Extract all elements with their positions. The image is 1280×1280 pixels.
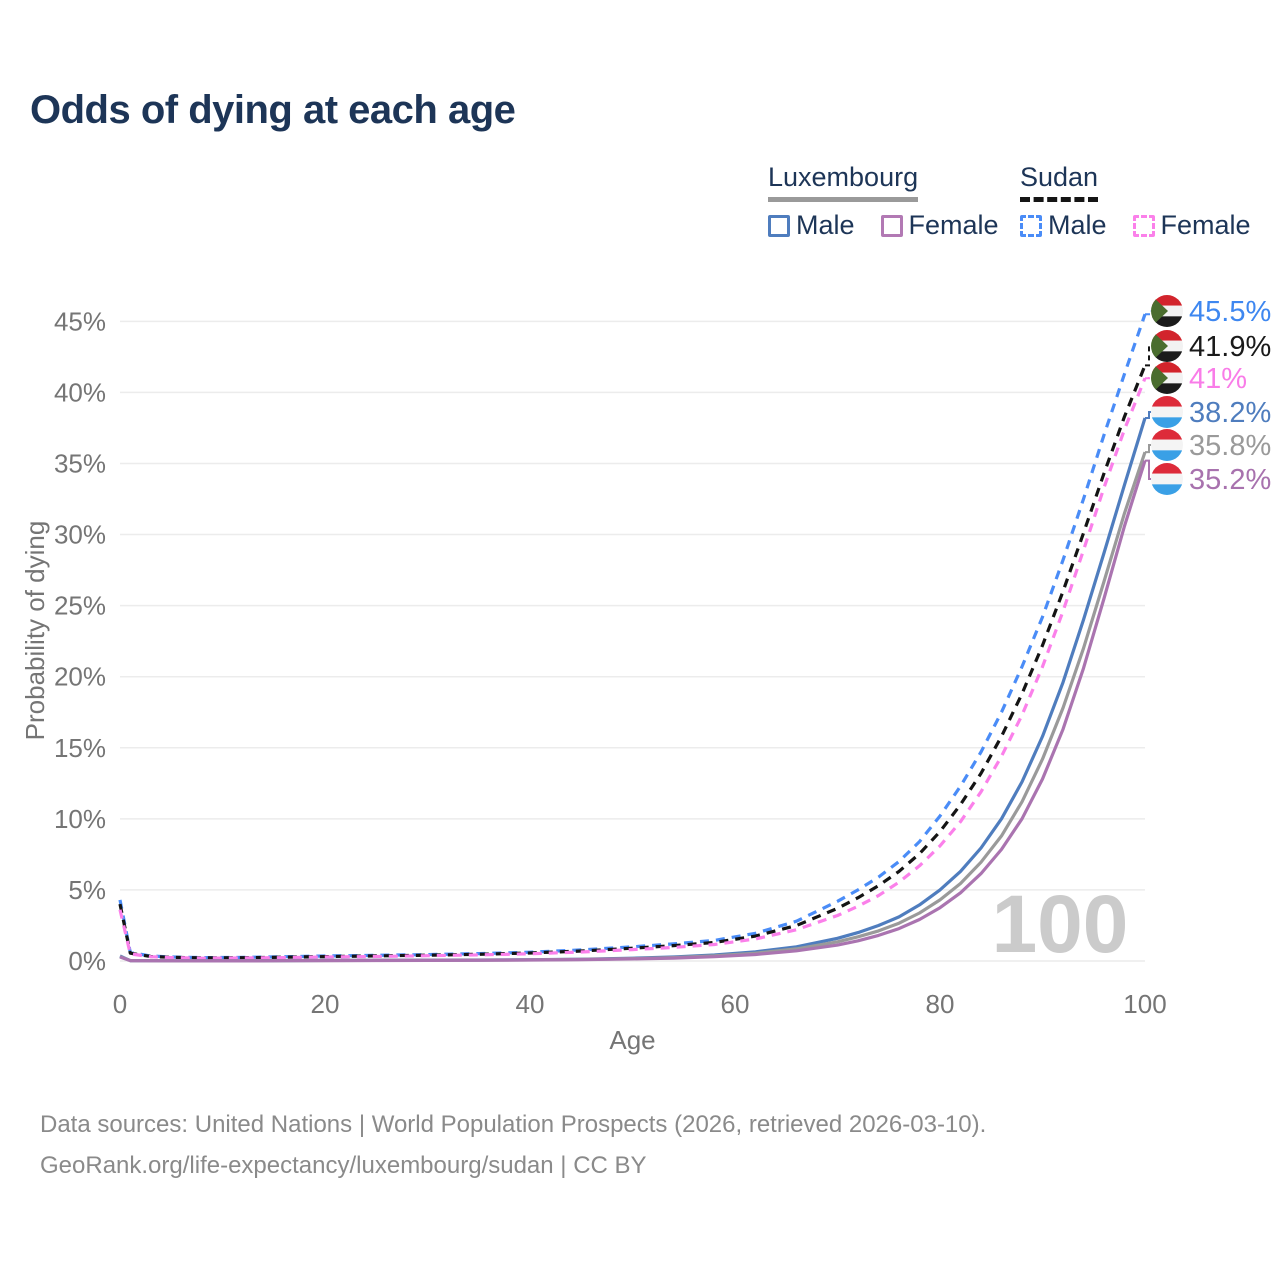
y-axis-title: Probability of dying — [20, 521, 50, 741]
legend-item-luxembourg-female[interactable]: Female — [880, 210, 999, 241]
footer-attribution: Data sources: United Nations | World Pop… — [40, 1104, 986, 1186]
luxembourg-flag-icon — [1151, 429, 1183, 461]
sudan-flag-icon — [1151, 295, 1183, 327]
y-tick-label: 25% — [54, 591, 106, 621]
end-value-label: 35.2% — [1189, 464, 1271, 496]
y-tick-label: 40% — [54, 377, 106, 407]
y-tick-label: 5% — [68, 875, 106, 905]
leader-line — [1145, 411, 1151, 419]
sudan-flag-icon — [1151, 362, 1183, 394]
end-value-label: 38.2% — [1189, 397, 1271, 429]
legend-group-sudan: Sudan Male Female — [1020, 162, 1251, 241]
sudan-female-swatch-icon — [1132, 214, 1155, 237]
y-tick-label: 35% — [54, 448, 106, 478]
leader-line — [1145, 459, 1151, 480]
luxembourg-flag-icon — [1151, 463, 1183, 495]
y-tick-label: 20% — [54, 662, 106, 692]
legend-item-luxembourg-male[interactable]: Male — [768, 210, 855, 241]
luxembourg-female-swatch-icon — [880, 214, 903, 237]
page-title: Odds of dying at each age — [30, 88, 516, 132]
legend-item-label: Male — [1048, 210, 1107, 240]
sudan-flag-icon — [1151, 330, 1183, 362]
sudan-male-swatch-icon — [1020, 214, 1042, 237]
x-tick-label: 100 — [1123, 989, 1166, 1019]
leader-line — [1145, 345, 1151, 367]
legend-item-sudan-female[interactable]: Female — [1132, 210, 1251, 241]
x-axis-title: Age — [609, 1025, 655, 1055]
legend-item-label: Female — [908, 210, 999, 240]
x-tick-label: 60 — [721, 989, 750, 1019]
legend-country-luxembourg[interactable]: Luxembourg — [768, 162, 919, 202]
y-tick-label: 0% — [68, 946, 106, 976]
age-cursor-watermark: 100 — [992, 879, 1129, 970]
end-value-label: 35.8% — [1189, 430, 1271, 462]
end-value-label: 45.5% — [1189, 296, 1271, 328]
legend-item-label: Male — [796, 210, 855, 240]
x-tick-label: 20 — [311, 989, 340, 1019]
end-value-label: 41.9% — [1189, 331, 1271, 363]
luxembourg-flag-icon — [1151, 396, 1183, 428]
y-tick-label: 10% — [54, 804, 106, 834]
legend-item-sudan-male[interactable]: Male — [1020, 210, 1107, 241]
series-line-sd-both — [118, 364, 1147, 960]
end-value-label: 41% — [1189, 363, 1247, 395]
y-tick-label: 30% — [54, 520, 106, 550]
leader-line — [1145, 444, 1151, 454]
y-tick-label: 45% — [54, 306, 106, 336]
y-tick-label: 15% — [54, 733, 106, 763]
x-tick-label: 0 — [113, 989, 127, 1019]
series-line-lu-female — [119, 460, 1147, 963]
legend-country-sudan[interactable]: Sudan — [1020, 162, 1099, 202]
series-line-sd-female — [118, 377, 1147, 960]
data-sources-line: Data sources: United Nations | World Pop… — [40, 1111, 987, 1138]
line-chart: 0% 5% 10% 15% 20% 25% 30% 35% 40% 45% 0 20 40 60 80 100… — [20, 295, 1271, 1055]
luxembourg-male-swatch-icon — [768, 214, 790, 237]
legend-item-label: Female — [1160, 210, 1251, 240]
x-tick-label: 40 — [516, 989, 545, 1019]
source-url-line: GeoRank.org/life-expectancy/luxembourg/s… — [40, 1152, 647, 1179]
legend-group-luxembourg: Luxembourg Male Female — [768, 162, 999, 241]
x-tick-label: 80 — [926, 989, 955, 1019]
leader-line — [1145, 310, 1151, 316]
